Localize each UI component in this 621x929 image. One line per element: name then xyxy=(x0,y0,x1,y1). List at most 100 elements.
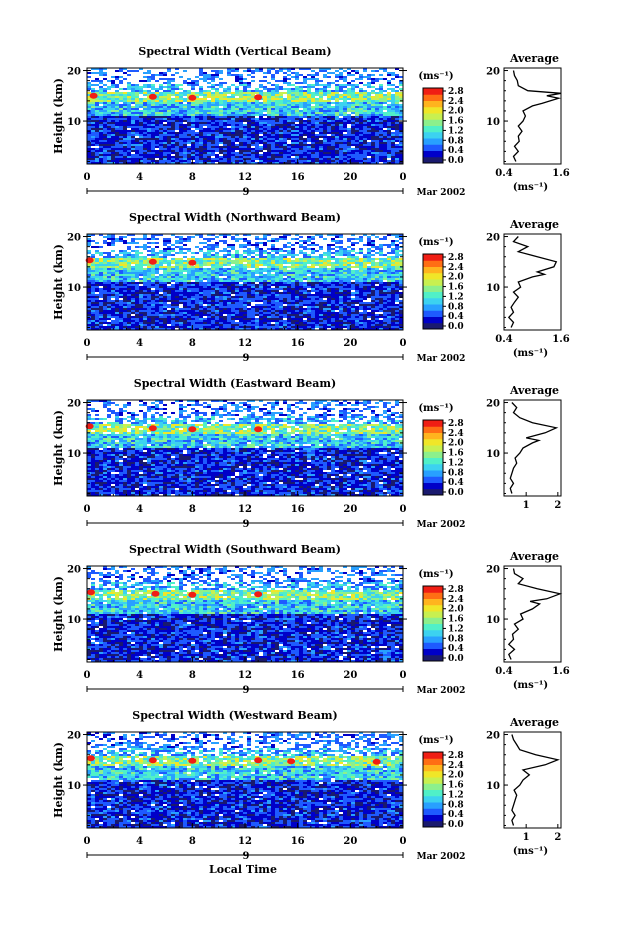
panel-title: Spectral Width (Northward Beam) xyxy=(129,211,341,224)
colorbar-swatch xyxy=(423,654,443,662)
y-axis-title: Height (km) xyxy=(52,410,65,486)
colorbar-swatch xyxy=(423,611,443,618)
profile-x-tick-label: 0.4 xyxy=(495,334,512,345)
colorbar-tick-label: 2.0 xyxy=(448,771,464,781)
profile-x-tick-label: 1.6 xyxy=(552,168,569,179)
profile-x-tick-label: 0.4 xyxy=(495,168,512,179)
x-tick-label: 12 xyxy=(238,504,252,515)
colorbar-swatch xyxy=(423,648,443,656)
profile-x-tick-label: 2 xyxy=(554,500,561,511)
y-axis-title: Height (km) xyxy=(52,742,65,818)
colorbar-swatch xyxy=(423,438,443,446)
x-tick-label: 8 xyxy=(189,836,196,847)
x-tick-label: 12 xyxy=(238,172,252,183)
colorbar-swatch xyxy=(423,125,443,133)
colorbar-swatch xyxy=(423,463,443,471)
profile-title: Average xyxy=(509,52,559,65)
colorbar-tick-label: 1.6 xyxy=(448,117,464,127)
colorbar-tick-label: 0.8 xyxy=(448,468,464,478)
profile-x-label: (ms⁻¹) xyxy=(513,846,548,857)
x-tick-label: 16 xyxy=(291,172,305,183)
colorbar-swatch xyxy=(423,820,443,828)
colorbar-tick-label: 1.2 xyxy=(448,624,464,634)
profile-title: Average xyxy=(509,384,559,397)
profile-y-tick-label: 10 xyxy=(486,117,500,128)
colorbar-swatch xyxy=(423,266,443,274)
x-tick-label: 16 xyxy=(291,670,305,681)
colorbar-tick-label: 0.0 xyxy=(448,322,464,332)
x-tick-label: 16 xyxy=(291,504,305,515)
hotspot xyxy=(254,426,263,433)
colorbar-frame xyxy=(422,585,444,662)
colorbar-swatch xyxy=(423,770,443,778)
date-label: Mar 2002 xyxy=(417,686,466,696)
colorbar-swatch xyxy=(423,426,443,433)
hotspot xyxy=(148,93,157,100)
hotspot xyxy=(254,591,263,598)
hotspot xyxy=(372,758,381,765)
colorbar-swatch xyxy=(423,156,443,164)
x-tick-label: 0 xyxy=(84,504,91,515)
y-tick-label: 20 xyxy=(67,565,81,576)
x-tick-label: 20 xyxy=(343,670,357,681)
colorbar-tick-label: 0.4 xyxy=(448,146,464,156)
profile-x-tick-label: 1.6 xyxy=(552,666,569,677)
date-label: Mar 2002 xyxy=(417,520,466,530)
x-tick-label: 8 xyxy=(189,504,196,515)
profile-title: Average xyxy=(509,550,559,563)
colorbar-swatch xyxy=(423,88,443,95)
average-profile: Average 20 10 1 2 (ms⁻¹) xyxy=(486,716,562,857)
colorbar-swatch xyxy=(423,777,443,784)
colorbar-tick-label: 1.2 xyxy=(448,458,464,468)
hotspot xyxy=(254,94,263,101)
x-tick-label: 0 xyxy=(400,670,407,681)
colorbar-swatch xyxy=(423,629,443,637)
colorbar-tick-label: 0.0 xyxy=(448,820,464,830)
x-tick-label: 8 xyxy=(189,670,196,681)
colorbar-swatch xyxy=(423,272,443,280)
colorbar: 2.82.42.01.61.20.80.40.0 xyxy=(422,253,464,332)
x-tick-label: 8 xyxy=(189,338,196,349)
colorbar-unit: (ms⁻¹) xyxy=(418,569,453,580)
colorbar-frame xyxy=(422,751,444,828)
colorbar-frame xyxy=(422,253,444,330)
hotspot xyxy=(254,757,263,764)
colorbar-tick-label: 2.0 xyxy=(448,107,464,117)
hotspot xyxy=(86,755,95,762)
colorbar-swatch xyxy=(423,322,443,330)
colorbar-swatch xyxy=(423,451,443,458)
x-tick-label: 0 xyxy=(84,172,91,183)
profile-x-tick-label: 2 xyxy=(554,832,561,843)
x-tick-label: 0 xyxy=(400,504,407,515)
profile-frame xyxy=(503,233,562,331)
colorbar-tick-label: 1.6 xyxy=(448,615,464,625)
colorbar-swatch xyxy=(423,488,443,496)
colorbar-tick-label: 1.6 xyxy=(448,283,464,293)
panel-title: Spectral Width (Southward Beam) xyxy=(129,543,341,556)
profile-y-tick-label: 10 xyxy=(486,283,500,294)
profile-y-tick-label: 20 xyxy=(486,233,500,244)
colorbar-swatch xyxy=(423,94,443,101)
colorbar-swatch xyxy=(423,445,443,452)
x-tick-label: 4 xyxy=(136,172,143,183)
colorbar-swatch xyxy=(423,457,443,465)
colorbar-swatch xyxy=(423,310,443,317)
average-profile: Average 20 10 1 2 xyxy=(486,384,562,511)
profile-frame xyxy=(503,565,562,663)
colorbar-tick-label: 1.2 xyxy=(448,292,464,302)
profile-frame xyxy=(503,67,562,165)
average-profile: Average 20 10 0.4 1.6 (ms⁻¹) xyxy=(486,218,570,359)
colorbar-tick-label: 2.4 xyxy=(448,595,464,605)
y-tick-label: 20 xyxy=(67,67,81,78)
colorbar-tick-label: 2.0 xyxy=(448,273,464,283)
x-tick-label: 4 xyxy=(136,670,143,681)
day-label: 9 xyxy=(243,353,250,364)
date-label: Mar 2002 xyxy=(417,354,466,364)
x-axis-title: Local Time xyxy=(209,863,277,876)
colorbar-frame xyxy=(422,419,444,496)
colorbar-tick-label: 1.2 xyxy=(448,790,464,800)
y-tick-label: 20 xyxy=(67,731,81,742)
date-label: Mar 2002 xyxy=(417,852,466,862)
